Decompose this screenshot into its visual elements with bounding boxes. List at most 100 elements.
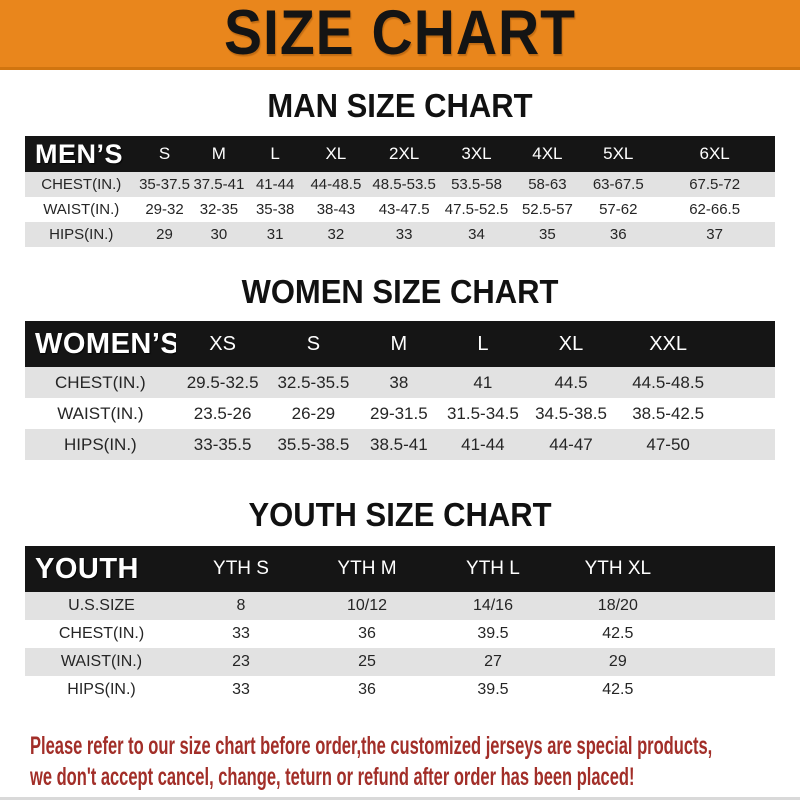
table-title-cell: YOUTH <box>25 546 178 592</box>
size-cell: 44.5-48.5 <box>616 367 720 398</box>
filler-cell <box>719 321 775 367</box>
size-cell: 32-35 <box>191 197 247 222</box>
filler-cell <box>719 429 775 460</box>
size-cell: 33 <box>178 620 304 648</box>
size-cell: 10/12 <box>303 592 430 620</box>
size-cell: 44.5 <box>525 367 617 398</box>
size-cell: 42.5 <box>555 676 680 704</box>
size-cell: 38.5-41 <box>357 429 441 460</box>
column-header: XL <box>304 136 368 172</box>
size-cell: 53.5-58 <box>440 172 513 197</box>
size-cell: 57-62 <box>582 197 655 222</box>
column-header: 5XL <box>582 136 655 172</box>
size-cell: 29 <box>137 222 192 247</box>
table-title-cell: WOMEN’S <box>25 321 176 367</box>
row-label: WAIST(IN.) <box>25 648 178 676</box>
table-row: U.S.SIZE 8 10/12 14/16 18/20 <box>25 592 775 620</box>
size-cell: 26-29 <box>269 398 358 429</box>
size-cell: 63-67.5 <box>582 172 655 197</box>
size-cell: 34.5-38.5 <box>525 398 617 429</box>
size-cell: 35-38 <box>246 197 304 222</box>
size-cell: 41-44 <box>440 429 526 460</box>
column-header: YTH M <box>303 546 430 592</box>
row-label: U.S.SIZE <box>25 592 178 620</box>
column-header: XXL <box>616 321 720 367</box>
size-cell: 29.5-32.5 <box>175 367 270 398</box>
size-cell: 47.5-52.5 <box>440 197 513 222</box>
filler-cell <box>679 676 775 704</box>
disclaimer-line-2: we don't accept cancel, change, teturn o… <box>30 763 635 791</box>
size-cell: 32.5-35.5 <box>269 367 358 398</box>
table-row: HIPS(IN.) 29 30 31 32 33 34 35 36 37 <box>25 222 775 247</box>
size-cell: 36 <box>303 676 430 704</box>
size-cell: 25 <box>303 648 430 676</box>
size-cell: 48.5-53.5 <box>367 172 441 197</box>
column-header: YTH L <box>429 546 556 592</box>
section-heading: WOMEN SIZE CHART <box>241 272 559 311</box>
size-cell: 39.5 <box>429 620 556 648</box>
size-cell: 32 <box>304 222 368 247</box>
disclaimer-text: Please refer to our size chart before or… <box>30 731 800 793</box>
header-row: MEN’S S M L XL 2XL 3XL 4XL 5XL 6XL <box>25 136 775 172</box>
column-header: S <box>137 136 192 172</box>
table-row: CHEST(IN.) 29.5-32.5 32.5-35.5 38 41 44.5 44.5… <box>25 367 775 398</box>
size-cell: 52.5-57 <box>512 197 583 222</box>
size-cell: 37.5-41 <box>191 172 247 197</box>
column-header: XL <box>525 321 617 367</box>
size-cell: 39.5 <box>429 676 556 704</box>
size-cell: 58-63 <box>512 172 583 197</box>
column-header: XS <box>175 321 270 367</box>
size-cell: 38 <box>357 367 441 398</box>
column-header: 3XL <box>440 136 513 172</box>
size-cell: 8 <box>178 592 304 620</box>
size-cell: 33 <box>178 676 304 704</box>
size-cell: 27 <box>429 648 556 676</box>
filler-cell <box>679 592 775 620</box>
disclaimer-line-1: Please refer to our size chart before or… <box>30 732 713 760</box>
filler-cell <box>719 398 775 429</box>
column-header: 2XL <box>367 136 441 172</box>
size-cell: 42.5 <box>555 620 680 648</box>
filler-cell <box>719 367 775 398</box>
women-s-size-table: WOMEN’S XS S M L XL XXL CHEST(IN.) 29.5-32.5 32.5… <box>25 321 775 460</box>
column-header: YTH XL <box>555 546 680 592</box>
size-cell: 33 <box>367 222 441 247</box>
size-cell: 31.5-34.5 <box>440 398 526 429</box>
size-cell: 29-32 <box>137 197 192 222</box>
size-cell: 62-66.5 <box>654 197 775 222</box>
column-header: S <box>269 321 358 367</box>
size-cell: 36 <box>582 222 655 247</box>
size-cell: 18/20 <box>555 592 680 620</box>
table-row: HIPS(IN.) 33-35.5 35.5-38.5 38.5-41 41-44 44-… <box>25 429 775 460</box>
women-size-chart-section: WOMEN SIZE CHART WOMEN’S XS S M L XL XXL CHEST(I… <box>0 272 800 460</box>
section-heading: YOUTH SIZE CHART <box>248 495 552 534</box>
size-cell: 35-37.5 <box>137 172 192 197</box>
charts-container: MAN SIZE CHART MEN’S S M L XL 2XL 3XL 4XL 5XL 6XL C… <box>0 86 800 704</box>
header-row: WOMEN’S XS S M L XL XXL <box>25 321 775 367</box>
header-row: YOUTH YTH S YTH M YTH L YTH XL <box>25 546 775 592</box>
page-title: SIZE CHART <box>224 0 576 69</box>
column-header: L <box>440 321 526 367</box>
size-cell: 37 <box>654 222 775 247</box>
column-header: L <box>246 136 304 172</box>
filler-cell <box>679 648 775 676</box>
size-cell: 41 <box>440 367 526 398</box>
size-cell: 23 <box>178 648 304 676</box>
size-cell: 34 <box>440 222 513 247</box>
table-title-cell: MEN’S <box>25 136 138 172</box>
row-label: WAIST(IN.) <box>25 398 176 429</box>
filler-cell <box>679 620 775 648</box>
row-label: WAIST(IN.) <box>25 197 138 222</box>
man-size-chart-section: MAN SIZE CHART MEN’S S M L XL 2XL 3XL 4XL 5XL 6XL C… <box>0 86 800 247</box>
column-header: YTH S <box>178 546 304 592</box>
section-heading: MAN SIZE CHART <box>267 86 533 125</box>
size-cell: 23.5-26 <box>175 398 270 429</box>
size-cell: 44-47 <box>525 429 617 460</box>
size-cell: 35 <box>512 222 583 247</box>
size-cell: 47-50 <box>616 429 720 460</box>
size-cell: 29-31.5 <box>357 398 441 429</box>
size-cell: 44-48.5 <box>304 172 368 197</box>
row-label: CHEST(IN.) <box>25 367 176 398</box>
page-banner: SIZE CHART <box>0 0 800 70</box>
size-cell: 35.5-38.5 <box>269 429 358 460</box>
